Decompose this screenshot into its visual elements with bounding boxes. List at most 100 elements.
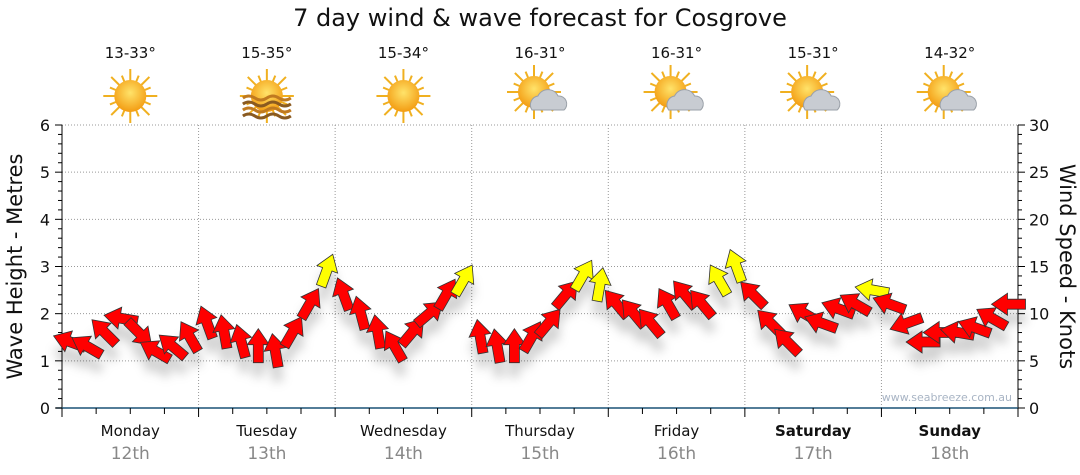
- day-temperature: 16-31°: [651, 44, 703, 62]
- sun-disc: [114, 80, 147, 112]
- y-tick-label: 3: [40, 258, 50, 277]
- day-date: 15th: [520, 444, 559, 464]
- wind-arrow: [91, 319, 121, 348]
- sunny-icon: [103, 69, 158, 123]
- sun-ray: [413, 76, 424, 87]
- wind-arrow: [349, 295, 372, 331]
- sun-ray: [257, 75, 263, 83]
- sun-ray: [934, 71, 939, 79]
- wind-arrow: [315, 253, 339, 289]
- sun-ray: [135, 75, 140, 83]
- wind-arrow: [139, 340, 173, 365]
- hazy-sun-icon: [239, 69, 294, 123]
- wind-arrow: [71, 335, 105, 360]
- sun-ray: [923, 96, 931, 102]
- sun-ray: [923, 72, 934, 83]
- cloud: [939, 89, 977, 111]
- y-tick-label: 4: [40, 210, 50, 229]
- sun-ray: [514, 101, 525, 112]
- sun-ray: [811, 71, 817, 79]
- wind-arrow: [889, 312, 925, 335]
- y2-tick-label: 0: [1029, 399, 1039, 418]
- wind-arrow: [296, 288, 321, 322]
- partly-cloudy-icon: [507, 65, 568, 119]
- wind-arrow: [740, 281, 769, 311]
- sun-ray: [383, 76, 394, 87]
- sun-ray: [416, 100, 425, 106]
- y2-tick-label: 5: [1029, 352, 1039, 371]
- sun-ray: [923, 101, 934, 112]
- sun-ray: [547, 82, 555, 88]
- day-name: Tuesday: [235, 422, 297, 440]
- day-name: Friday: [654, 422, 700, 440]
- watermark: www.seabreeze.com.au: [882, 391, 1012, 404]
- sun-ray: [143, 86, 151, 92]
- sun-ray: [524, 71, 530, 79]
- sun-ray: [957, 82, 965, 88]
- sun-ray: [120, 75, 126, 83]
- sun-ray: [413, 105, 424, 116]
- partly-cloudy-icon: [780, 65, 841, 119]
- sun-ray: [120, 109, 126, 117]
- wind-arrow: [195, 305, 218, 341]
- wind-arrow: [804, 311, 839, 334]
- wind-arrow: [724, 248, 747, 284]
- sun-ray: [247, 76, 257, 87]
- sun-ray: [394, 109, 399, 117]
- y-tick-label: 1: [40, 352, 50, 371]
- sun-ray: [109, 86, 117, 92]
- sun-ray: [514, 72, 525, 83]
- wind-arrow: [229, 323, 253, 360]
- wind-arrow: [638, 308, 666, 340]
- wind-arrow: [774, 328, 803, 358]
- wind-arrow: [708, 264, 733, 298]
- sun-ray: [246, 86, 254, 92]
- sun-disc: [387, 80, 420, 112]
- sun-ray: [382, 86, 390, 92]
- sun-ray: [109, 100, 117, 106]
- wind-arrow: [450, 264, 475, 298]
- y2-tick-label: 25: [1029, 163, 1049, 182]
- wind-arrow: [533, 308, 561, 340]
- sun-ray: [680, 72, 691, 83]
- sun-ray: [649, 82, 658, 88]
- sun-ray: [649, 96, 658, 102]
- cloud: [803, 89, 841, 111]
- y2-tick-label: 15: [1029, 258, 1049, 277]
- sun-ray: [934, 105, 939, 113]
- wind-arrow: [212, 314, 236, 350]
- y2-tick-label: 30: [1029, 116, 1049, 135]
- day-date: 12th: [111, 444, 150, 464]
- wind-arrow: [569, 259, 594, 293]
- sun-ray: [684, 82, 692, 88]
- sun-ray: [110, 105, 121, 116]
- haze-wave: [242, 94, 292, 102]
- sun-ray: [524, 105, 530, 113]
- sun-ray: [923, 82, 931, 88]
- day-date: 17th: [794, 444, 833, 464]
- sun-ray: [797, 105, 803, 113]
- sun-ray: [383, 105, 394, 116]
- sun-ray: [408, 75, 413, 83]
- sunny-icon: [376, 69, 431, 123]
- wind-arrow: [957, 316, 993, 339]
- y-tick-label: 6: [40, 116, 50, 135]
- sun-ray: [817, 72, 827, 83]
- wind-arrow: [839, 293, 873, 318]
- day-date: 13th: [247, 444, 286, 464]
- day-temperature: 15-35°: [241, 44, 293, 62]
- wind-arrow: [263, 332, 287, 369]
- sun-ray: [661, 71, 666, 79]
- sun-ray: [675, 71, 680, 79]
- sun-ray: [280, 86, 288, 92]
- sun-ray: [661, 105, 666, 113]
- wind-arrow: [854, 278, 890, 302]
- wind-arrow: [690, 289, 717, 321]
- sun-ray: [513, 96, 521, 102]
- sun-ray: [797, 71, 803, 79]
- wind-arrow: [158, 334, 190, 362]
- sun-ray: [271, 75, 277, 83]
- partly-cloudy-icon: [643, 65, 704, 119]
- day-date: 16th: [657, 444, 696, 464]
